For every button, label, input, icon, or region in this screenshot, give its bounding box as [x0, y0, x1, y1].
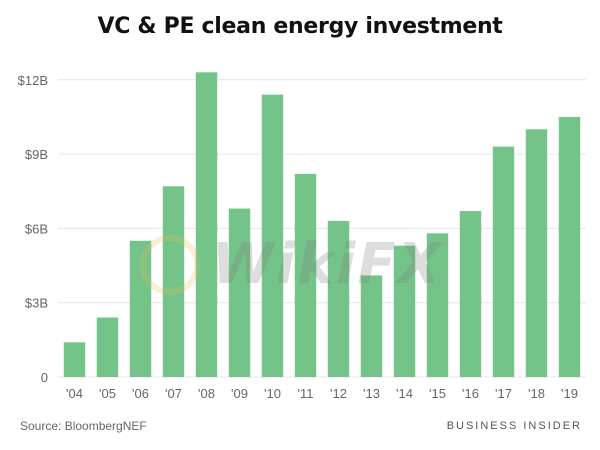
x-tick-label: '17	[495, 386, 512, 401]
y-tick-label: 0	[41, 370, 48, 385]
chart-title: VC & PE clean energy investment	[97, 14, 503, 39]
x-tick-label: '12	[330, 386, 347, 401]
bar	[459, 211, 482, 377]
bar	[558, 116, 581, 377]
publisher-logo: BUSINESS INSIDER	[446, 420, 582, 432]
x-tick-label: '08	[198, 386, 215, 401]
bar	[162, 186, 185, 377]
x-tick-label: '10	[264, 386, 281, 401]
y-axis-ticks: 0 $3B $6B $9B $12B	[18, 73, 48, 385]
x-tick-label: '07	[165, 386, 182, 401]
bar	[525, 129, 548, 377]
bar	[129, 240, 152, 377]
bar	[228, 208, 251, 377]
y-tick-label: $12B	[18, 73, 48, 88]
x-tick-label: '09	[231, 386, 248, 401]
bar	[261, 94, 284, 377]
y-tick-label: $6B	[25, 221, 48, 236]
bar	[294, 173, 317, 377]
x-tick-label: '19	[561, 386, 578, 401]
bar	[327, 220, 350, 377]
x-tick-label: '16	[462, 386, 479, 401]
source-note: Source: BloombergNEF	[20, 419, 147, 433]
x-tick-label: '04	[66, 386, 83, 401]
bar	[393, 245, 416, 377]
x-tick-label: '05	[99, 386, 116, 401]
x-tick-label: '14	[396, 386, 413, 401]
bar	[63, 342, 86, 377]
x-tick-label: '11	[298, 386, 314, 401]
bar	[426, 233, 449, 377]
y-tick-label: $9B	[25, 147, 48, 162]
y-tick-label: $3B	[25, 296, 48, 311]
bar	[492, 146, 515, 377]
x-tick-label: '06	[132, 386, 149, 401]
bars	[63, 72, 581, 377]
x-tick-label: '15	[429, 386, 446, 401]
bar	[195, 72, 218, 377]
x-tick-label: '13	[363, 386, 380, 401]
bar	[96, 317, 119, 377]
x-tick-label: '18	[528, 386, 545, 401]
bar	[360, 275, 383, 377]
x-axis-ticks: '04 '05 '06 '07 '08 '09 '10 '11 '12 '13 '14 '15 '16 '…	[66, 386, 578, 401]
